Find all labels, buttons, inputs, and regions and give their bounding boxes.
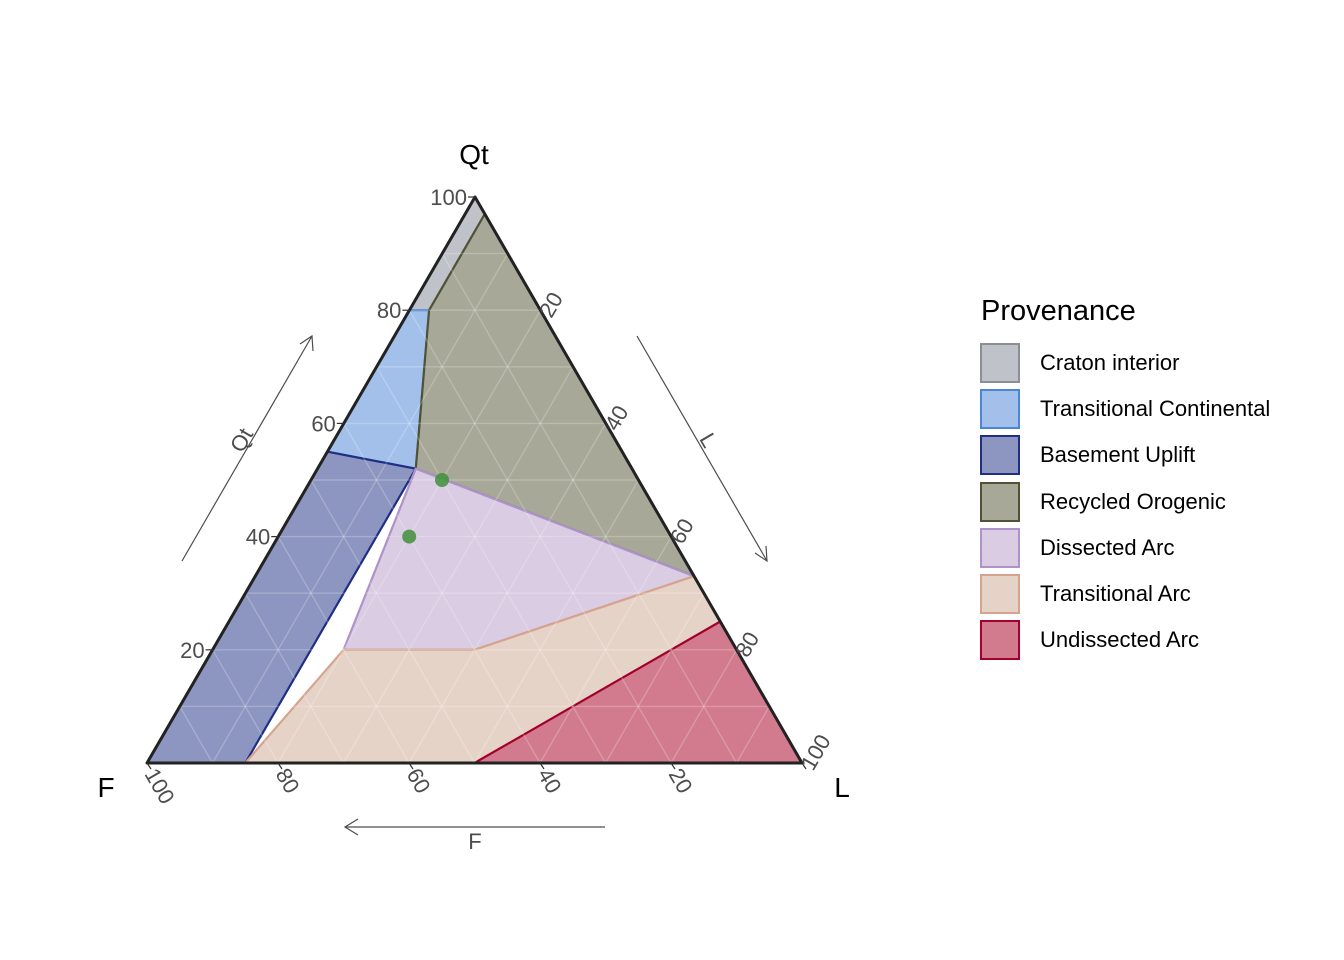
legend-swatch <box>980 574 1020 615</box>
f-tick-label: 100 <box>140 764 180 808</box>
data-point-2 <box>402 529 417 544</box>
legend-title: Provenance <box>981 295 1136 327</box>
qt-tick-label: 20 <box>180 638 204 663</box>
grid-line-l-30 <box>342 366 574 764</box>
legend-item-basement-uplift: Basement Uplift <box>980 432 1330 478</box>
legend-swatch <box>980 620 1020 661</box>
legend-label: Transitional Arc <box>1040 581 1191 607</box>
grid-line-l-10 <box>211 253 509 764</box>
qt-axis-arrow-label: Qt <box>225 424 258 457</box>
region-transitional-continental <box>326 309 431 470</box>
points-layer <box>402 473 449 544</box>
legend-label: Craton interior <box>1040 350 1180 376</box>
data-point-1 <box>435 473 449 487</box>
grid-line-l-80 <box>670 649 738 764</box>
legend-items: Craton interior Transitional Continental B… <box>980 340 1330 663</box>
legend: Provenance Craton interior Transitional C… <box>980 295 1330 663</box>
grid-line-f-80 <box>211 649 279 764</box>
legend-label: Dissected Arc <box>1040 534 1175 560</box>
grid-line-f-20 <box>408 309 672 764</box>
f-tick-label: 40 <box>533 764 567 798</box>
legend-swatch <box>980 527 1020 568</box>
grid-line-f-30 <box>375 366 607 764</box>
l-tick-mark <box>539 309 545 317</box>
qt-tick-label: 100 <box>430 185 467 210</box>
grid-line-l-40 <box>408 423 607 764</box>
legend-item-recycled-orogenic: Recycled Orogenic <box>980 479 1330 525</box>
vertex-label-f: F <box>97 772 114 803</box>
qt-tick-label: 40 <box>246 525 270 550</box>
l-tick-mark <box>670 536 676 543</box>
triangle-frame <box>145 195 804 765</box>
legend-swatch <box>980 435 1020 476</box>
legend-label: Transitional Continental <box>1040 396 1271 422</box>
grid-line-f-50 <box>310 479 476 764</box>
grid-line-l-90 <box>735 706 770 764</box>
vertex-label-l: L <box>834 772 850 803</box>
f-tick-mark <box>539 762 545 770</box>
legend-swatch <box>980 481 1020 522</box>
legend-label: Undissected Arc <box>1040 627 1199 653</box>
f-tick-mark <box>277 762 283 770</box>
l-tick-mark <box>605 423 611 430</box>
f-tick-label: 60 <box>402 764 436 798</box>
grid-line-l-60 <box>539 536 672 764</box>
legend-swatch <box>980 343 1020 384</box>
legend-label: Recycled Orogenic <box>1040 488 1226 514</box>
f-tick-mark <box>670 762 676 770</box>
legend-item-undissected-arc: Undissected Arc <box>980 617 1330 663</box>
legend-item-transitional-arc: Transitional Arc <box>980 571 1330 617</box>
l-tick-mark <box>736 649 742 657</box>
legend-swatch <box>980 389 1020 430</box>
l-axis-arrow-label: L <box>695 429 723 452</box>
frame-layer <box>145 195 804 765</box>
f-tick-label: 20 <box>664 764 698 798</box>
f-axis-arrow: F <box>343 818 605 854</box>
legend-label: Basement Uplift <box>1040 442 1196 468</box>
grid-line-l-70 <box>604 592 705 764</box>
qt-tick-label: 60 <box>311 411 335 436</box>
grid-layer <box>179 252 770 764</box>
grid-line-f-70 <box>244 592 345 764</box>
f-axis-arrow-label: F <box>468 829 481 854</box>
grid-line-f-90 <box>179 706 214 764</box>
f-tick-mark <box>408 762 414 770</box>
grid-line-f-40 <box>343 423 541 764</box>
vertex-label-qt: Qt <box>459 139 489 170</box>
grid-line-l-50 <box>473 479 640 764</box>
f-tick-mark <box>146 762 152 770</box>
f-tick-label: 80 <box>271 764 305 798</box>
legend-item-transitional-continental: Transitional Continental <box>980 386 1330 432</box>
grid-line-f-10 <box>441 253 738 764</box>
l-tick-mark <box>801 762 807 770</box>
grid-line-f-60 <box>277 536 410 764</box>
qt-tick-label: 80 <box>377 298 401 323</box>
legend-item-craton-interior: Craton interior <box>980 340 1330 386</box>
regions-layer <box>145 195 804 765</box>
legend-item-dissected-arc: Dissected Arc <box>980 525 1330 571</box>
l-tick-label: 100 <box>796 730 836 774</box>
